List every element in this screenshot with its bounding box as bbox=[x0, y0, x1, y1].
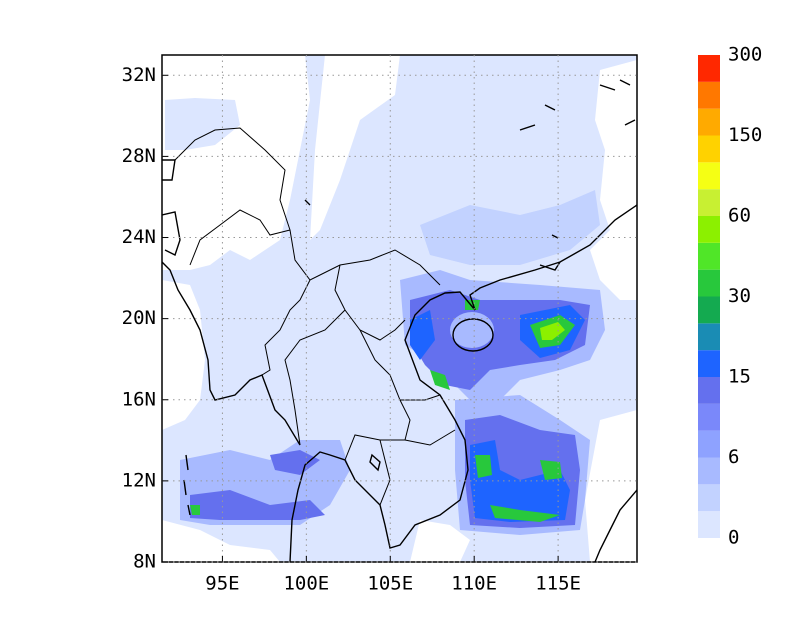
x-tick-label: 95E bbox=[205, 573, 239, 595]
colorbar-swatch bbox=[698, 189, 720, 216]
rain-area bbox=[190, 300, 575, 522]
rain-area bbox=[420, 190, 600, 265]
island bbox=[183, 199, 381, 516]
x-tick-label: 100E bbox=[283, 573, 329, 595]
y-tick-label: 28N bbox=[122, 145, 156, 167]
colorbar-swatch bbox=[698, 403, 720, 431]
y-tick-label: 24N bbox=[122, 226, 156, 248]
coastline bbox=[289, 204, 637, 562]
dry-region bbox=[590, 60, 637, 300]
dry-region bbox=[162, 520, 470, 562]
colorbar-swatch bbox=[698, 269, 720, 297]
coastline bbox=[519, 79, 637, 562]
colorbar-swatch bbox=[698, 108, 720, 136]
rain-area bbox=[190, 450, 325, 520]
colorbar-swatch bbox=[698, 135, 720, 163]
colorbar-swatch bbox=[698, 296, 720, 324]
country-border bbox=[174, 127, 456, 506]
colorbar-swatch bbox=[698, 430, 720, 458]
dry-region bbox=[162, 55, 310, 270]
coastline bbox=[452, 318, 494, 352]
coastline bbox=[162, 261, 301, 446]
colorbar-swatch bbox=[698, 81, 720, 109]
y-tick-label: 20N bbox=[122, 307, 156, 329]
colorbar-swatch bbox=[698, 377, 720, 404]
colorbar-label: 300 bbox=[728, 44, 762, 66]
colorbar-swatch bbox=[698, 216, 720, 243]
y-tick-label: 16N bbox=[122, 388, 156, 410]
precipitation-field bbox=[162, 55, 637, 562]
y-tick-label: 12N bbox=[122, 469, 156, 491]
colorbar-label: 15 bbox=[728, 366, 751, 388]
dry-region bbox=[310, 55, 400, 240]
colorbar-swatch bbox=[698, 55, 720, 82]
colorbar-swatch bbox=[698, 457, 720, 485]
axes: 95E 100E 105E 110E 115E 8N 12N 16N 20N 24N 28N 32N bbox=[122, 55, 637, 595]
colorbar-swatch bbox=[698, 323, 720, 351]
colorbar-swatch bbox=[698, 484, 720, 512]
colorbar-label: 6 bbox=[728, 446, 739, 468]
x-tick-label: 110E bbox=[451, 573, 497, 595]
colorbar-label: 60 bbox=[728, 205, 751, 227]
colorbar: 0 6 15 30 60 150 300 bbox=[698, 44, 762, 549]
colorbar-swatch bbox=[698, 511, 720, 538]
colorbar-swatch bbox=[698, 350, 720, 377]
x-tick-label: 105E bbox=[367, 573, 413, 595]
y-tick-label: 32N bbox=[122, 64, 156, 86]
y-tick-label: 8N bbox=[133, 551, 156, 573]
rain-area bbox=[540, 322, 565, 340]
colorbar-swatch bbox=[698, 242, 720, 270]
coastline bbox=[162, 159, 181, 256]
colorbar-label: 30 bbox=[728, 285, 751, 307]
colorbar-swatch bbox=[698, 162, 720, 190]
dry-region bbox=[585, 410, 637, 562]
colorbar-label: 150 bbox=[728, 124, 762, 146]
colorbar-label: 0 bbox=[728, 527, 739, 549]
x-tick-label: 115E bbox=[535, 573, 581, 595]
